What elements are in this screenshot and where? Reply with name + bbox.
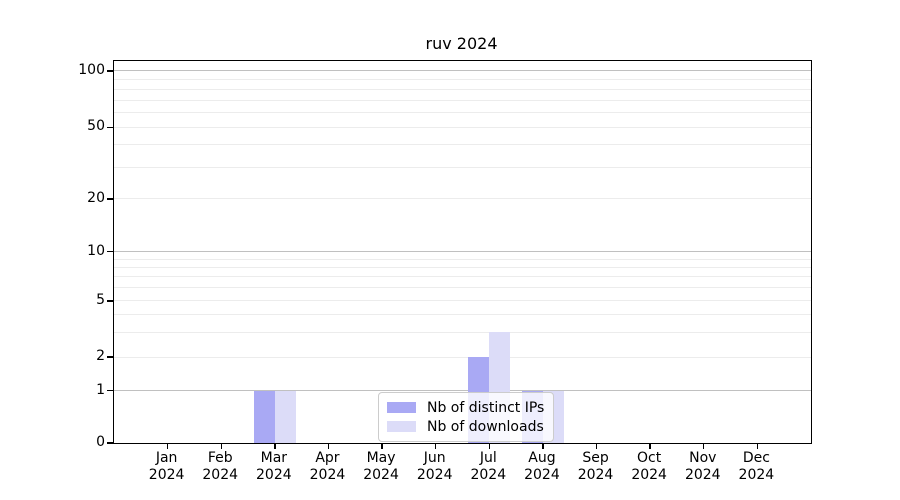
x-axis-tick-nov — [703, 444, 705, 449]
x-axis-label-jun: Jun 2024 — [403, 450, 467, 484]
y-axis-label-50: 50 — [87, 118, 105, 135]
x-axis-label-year: 2024 — [256, 467, 292, 483]
x-axis-label-year: 2024 — [577, 467, 614, 483]
y-axis-label-10: 10 — [87, 242, 105, 259]
x-axis-tick-jul — [488, 444, 490, 449]
x-axis-tick-jan — [166, 444, 169, 449]
x-axis-label-month: Feb — [207, 450, 233, 466]
x-axis-label-year: 2024 — [309, 467, 346, 483]
y-axis-tick-50 — [107, 126, 113, 129]
legend-item-downloads: Nb of downloads — [387, 417, 544, 436]
gridline-y5 — [114, 300, 811, 302]
x-axis-label-sep: Sep 2024 — [564, 450, 628, 484]
legend-label-distinct-ips: Nb of distinct IPs — [427, 399, 545, 416]
bar-downloads-mar — [274, 390, 296, 443]
legend-swatch-downloads — [387, 421, 416, 432]
x-axis-label-year: 2024 — [470, 467, 507, 483]
gridline-y100 — [114, 70, 811, 72]
gridline-minor-y8 — [114, 266, 811, 268]
gridline-y20 — [114, 198, 811, 200]
y-axis-tick-2 — [107, 356, 113, 358]
y-axis-tick-10 — [107, 250, 113, 253]
x-axis-label-nov: Nov 2024 — [671, 450, 735, 484]
x-axis-tick-oct — [649, 444, 651, 449]
x-axis-label-month: Dec — [742, 450, 770, 466]
x-axis-tick-apr — [327, 444, 330, 449]
x-axis-label-jul: Jul 2024 — [456, 450, 520, 484]
gridline-minor-y90 — [114, 79, 811, 81]
x-axis-label-mar: Mar 2024 — [242, 450, 306, 484]
gridline-y2 — [114, 356, 811, 358]
x-axis-tick-dec — [756, 444, 759, 449]
x-axis-label-month: May — [366, 450, 396, 466]
gridline-minor-y9 — [114, 258, 811, 260]
x-axis-label-year: 2024 — [202, 467, 239, 483]
x-axis-label-year: 2024 — [684, 467, 721, 483]
x-axis-label-year: 2024 — [416, 467, 453, 483]
y-axis-tick-1 — [107, 389, 113, 392]
x-axis-label-oct: Oct 2024 — [617, 450, 681, 484]
x-axis-label-year: 2024 — [738, 467, 775, 483]
gridline-minor-y7 — [114, 276, 811, 278]
y-axis-tick-20 — [107, 198, 113, 200]
x-axis-label-jan: Jan 2024 — [135, 450, 199, 484]
bar-distinct-ips-mar — [253, 390, 275, 443]
legend-label-downloads: Nb of downloads — [427, 418, 544, 435]
legend: Nb of distinct IPs Nb of downloads — [378, 392, 555, 442]
y-axis-label-20: 20 — [87, 189, 105, 206]
plot-area: Nb of distinct IPs Nb of downloads — [107, 60, 812, 449]
x-axis-tick-may — [381, 444, 383, 449]
gridline-minor-y40 — [114, 144, 811, 146]
x-axis-label-month: Apr — [315, 450, 340, 466]
y-axis-label-100: 100 — [78, 61, 105, 78]
x-axis-tick-mar — [274, 444, 276, 449]
x-axis-label-feb: Feb 2024 — [188, 450, 252, 484]
x-axis-label-month: Sep — [582, 450, 609, 466]
x-axis-label-month: Jul — [479, 450, 497, 466]
x-axis-label-month: Mar — [260, 450, 288, 466]
x-axis-label-month: Nov — [689, 450, 717, 466]
gridline-minor-y70 — [114, 99, 811, 101]
x-axis-label-month: Jan — [155, 450, 178, 466]
x-axis-label-month: Jun — [423, 450, 446, 466]
gridline-minor-y60 — [114, 112, 811, 114]
gridline-minor-y4 — [114, 314, 811, 316]
x-axis-tick-sep — [595, 444, 598, 449]
x-axis-label-month: Oct — [637, 450, 662, 466]
x-axis-label-year: 2024 — [148, 467, 185, 483]
x-axis-label-apr: Apr 2024 — [295, 450, 359, 484]
x-axis-tick-feb — [220, 444, 222, 449]
y-axis-label-2: 2 — [96, 348, 105, 365]
x-axis-label-dec: Dec 2024 — [724, 450, 788, 484]
x-axis-label-year: 2024 — [363, 467, 399, 483]
x-axis-tick-aug — [542, 444, 544, 449]
gridline-minor-y80 — [114, 88, 811, 90]
x-axis-tick-jun — [434, 444, 437, 449]
x-axis-label-year: 2024 — [631, 467, 667, 483]
gridline-minor-y6 — [114, 287, 811, 289]
gridline-y50 — [114, 126, 811, 128]
y-axis-label-5: 5 — [96, 291, 105, 308]
gridline-y10 — [114, 251, 811, 253]
y-axis-tick-5 — [107, 300, 113, 302]
y-axis-tick-0 — [107, 442, 113, 444]
legend-swatch-distinct-ips — [387, 402, 416, 413]
y-axis-label-0: 0 — [96, 434, 105, 450]
x-axis-label-aug: Aug 2024 — [510, 450, 574, 484]
y-axis-tick-100 — [107, 70, 113, 72]
gridline-y1 — [114, 390, 811, 392]
gridline-minor-y30 — [114, 166, 811, 168]
x-axis-label-may: May 2024 — [349, 450, 413, 484]
x-axis-label-year: 2024 — [524, 467, 560, 483]
chart-title: ruv 2024 — [425, 34, 498, 53]
legend-item-distinct-ips: Nb of distinct IPs — [387, 398, 544, 417]
y-axis-label-1: 1 — [96, 381, 105, 398]
x-axis-label-month: Aug — [528, 450, 556, 466]
gridline-minor-y3 — [114, 331, 811, 333]
